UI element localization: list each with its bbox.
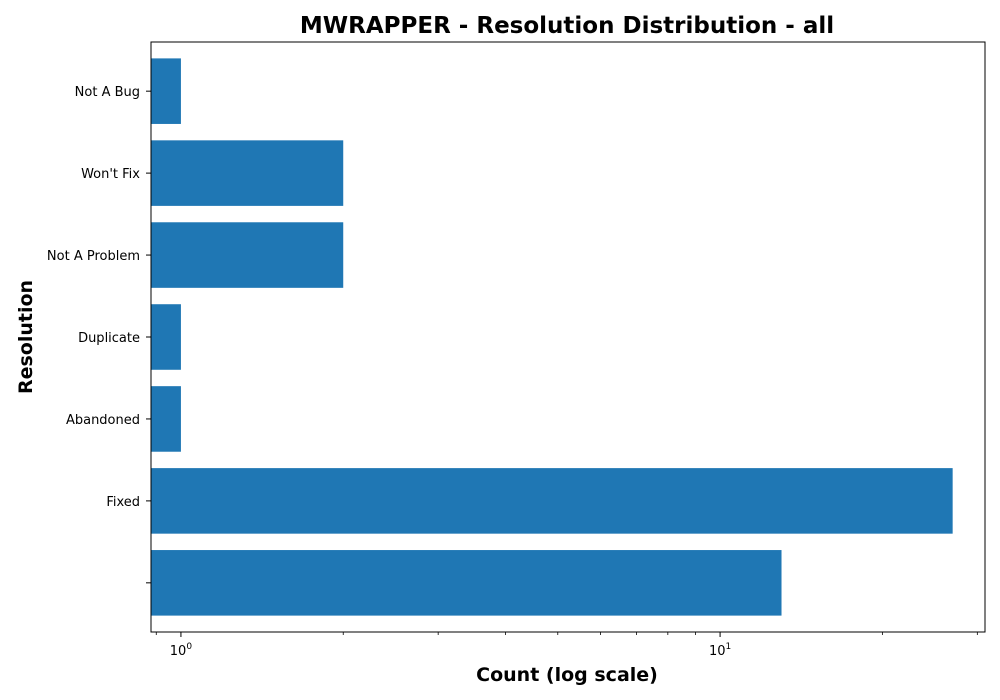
- bar: [151, 468, 953, 534]
- y-ticks-group: Fixed Abandoned Duplicate Not A Problem Won'…: [47, 85, 151, 584]
- y-tick-label: Fixed: [106, 495, 140, 510]
- y-axis-label: Resolution: [15, 280, 37, 394]
- bar: [151, 386, 181, 452]
- bar: [151, 58, 181, 124]
- y-tick-label: Won't Fix: [81, 167, 140, 182]
- chart-title: MWRAPPER - Resolution Distribution - all: [300, 13, 834, 39]
- x-ticks-group: 100 101: [155, 632, 978, 659]
- bar: [151, 140, 344, 206]
- bar: [151, 222, 344, 288]
- x-tick-label: 101: [709, 642, 731, 659]
- y-tick-label: Not A Bug: [75, 85, 140, 100]
- x-axis-label: Count (log scale): [476, 664, 658, 686]
- bar: [151, 550, 782, 616]
- bars-group: [151, 58, 953, 616]
- y-tick-label: Duplicate: [78, 331, 140, 346]
- x-tick-label: 100: [170, 642, 193, 659]
- y-tick-label: Not A Problem: [47, 249, 140, 264]
- plot-frame: [150, 41, 986, 633]
- bar: [151, 304, 181, 370]
- y-tick-label: Abandoned: [66, 413, 140, 428]
